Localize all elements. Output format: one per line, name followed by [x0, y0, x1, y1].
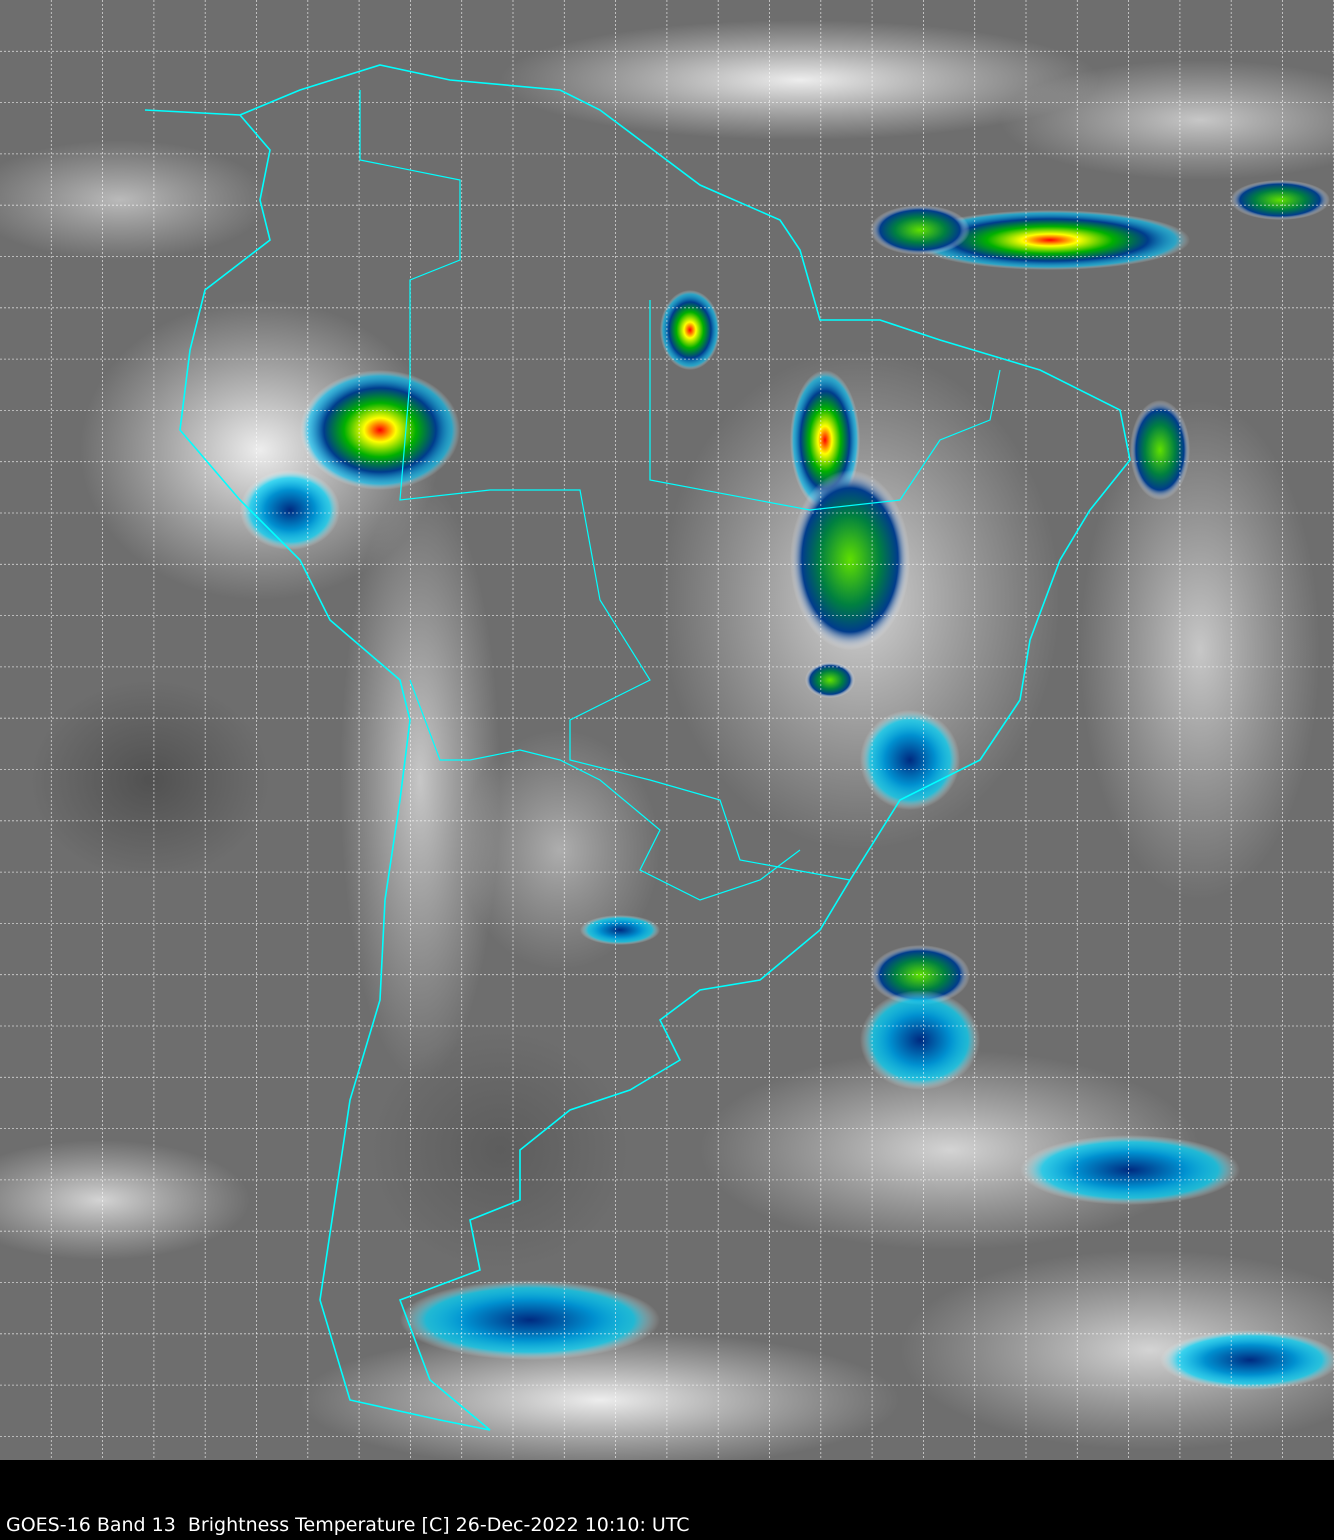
satellite-map: [0, 0, 1334, 1460]
image-caption: GOES-16 Band 13 Brightness Temperature […: [6, 1514, 690, 1536]
country-borders-outline: [144, 64, 1131, 1431]
cloud-layer: [0, 20, 1334, 1460]
convective-storm-layer: [240, 180, 1334, 1390]
internal-borders: [359, 90, 851, 881]
internal-borders-3: [649, 300, 1001, 511]
lat-lon-grid: [0, 0, 1334, 1460]
internal-borders-2: [409, 679, 801, 901]
